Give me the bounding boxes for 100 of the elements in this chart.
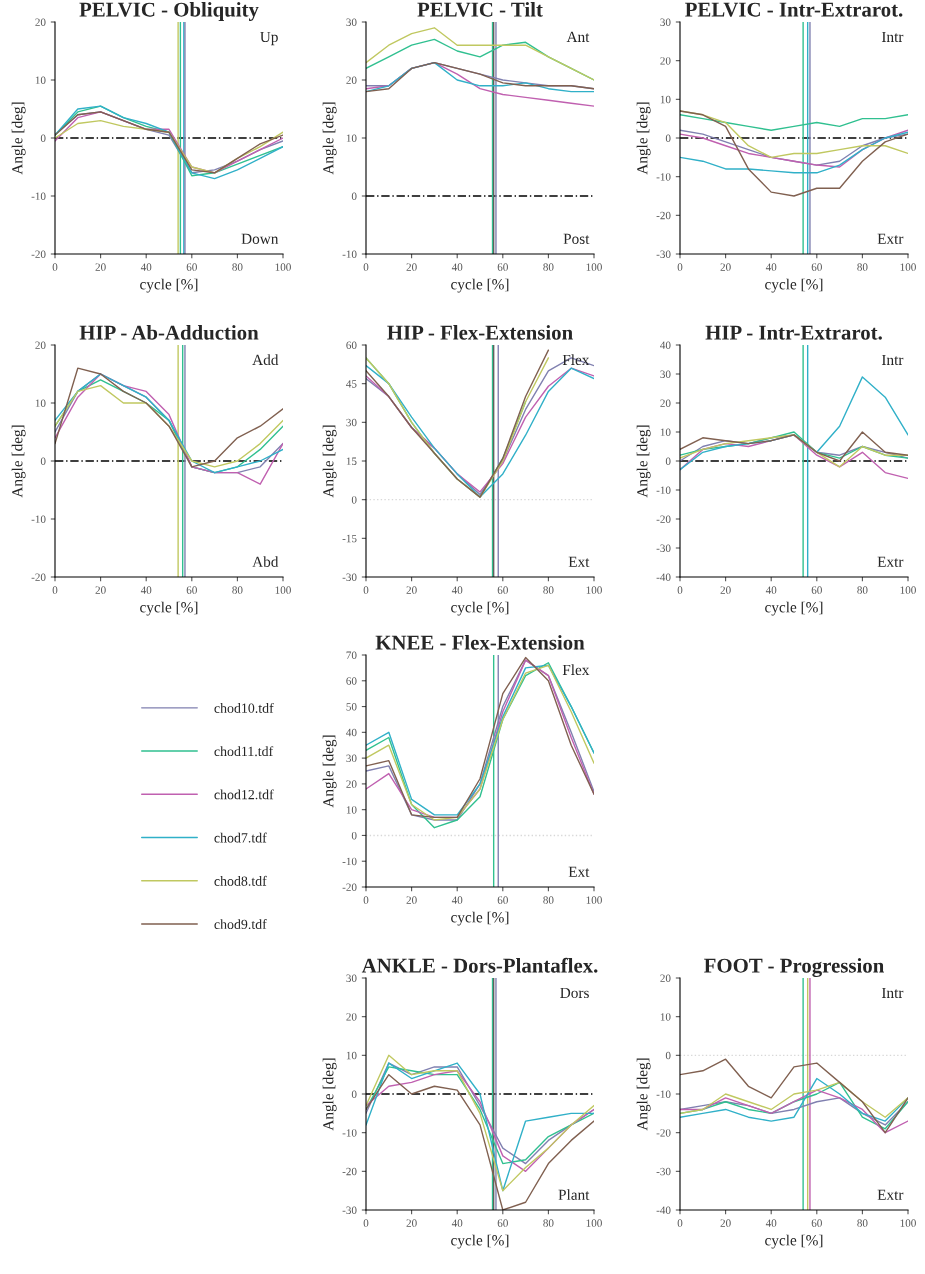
x-tick-label: 60	[497, 586, 508, 594]
y-tick-label: 10	[660, 428, 671, 436]
y-axis-title: Angle [deg]	[322, 425, 337, 498]
y-tick-label: -10	[31, 192, 46, 200]
x-tick-label: 20	[720, 263, 731, 271]
y-axis-title: Angle [deg]	[636, 102, 651, 175]
x-axis-title: cycle [%]	[451, 601, 509, 616]
y-tick-label: -20	[656, 515, 671, 523]
x-tick-label: 100	[900, 1219, 916, 1227]
annotation: Intr	[881, 31, 904, 43]
chart-title: KNEE - Flex-Extension	[375, 634, 585, 650]
x-tick-label: 60	[186, 263, 197, 271]
y-tick-label: 30	[346, 754, 357, 763]
y-tick-label: -40	[656, 1206, 671, 1214]
legend-label: chod8.tdf	[214, 875, 267, 886]
y-tick-label: 0	[40, 134, 46, 142]
y-tick-label: -20	[31, 573, 46, 581]
x-tick-label: 80	[232, 586, 243, 594]
y-tick-label: -30	[342, 1206, 357, 1214]
x-tick-label: 100	[900, 263, 916, 271]
annotation: Plant	[558, 1189, 590, 1200]
x-tick-label: 40	[140, 263, 152, 271]
y-tick-label: 10	[346, 806, 357, 814]
chart-title: HIP - Flex-Extension	[387, 324, 573, 340]
y-tick-label: 60	[346, 677, 357, 685]
legend-label: chod10.tdf	[214, 702, 274, 713]
annotation: Post	[563, 233, 590, 244]
x-axis-title: cycle [%]	[765, 278, 823, 293]
x-tick-label: 60	[497, 896, 508, 904]
y-tick-label: 20	[660, 399, 671, 407]
x-tick-label: 60	[811, 1219, 822, 1227]
y-tick-label: 45	[346, 380, 357, 388]
x-tick-label: 60	[186, 586, 197, 594]
y-tick-label: 0	[665, 1051, 671, 1060]
x-tick-label: 0	[677, 1219, 683, 1227]
y-tick-label: 30	[660, 18, 671, 26]
x-tick-label: 80	[232, 263, 243, 271]
chart-title: HIP - Ab-Adduction	[79, 324, 259, 340]
chart-title: HIP - Intr-Extrarot.	[705, 325, 882, 340]
y-tick-label: 10	[35, 76, 46, 84]
x-tick-label: 0	[363, 263, 369, 271]
y-tick-label: 0	[351, 496, 357, 504]
x-tick-label: 0	[677, 586, 683, 594]
x-tick-label: 20	[95, 586, 106, 594]
y-tick-label: -20	[656, 211, 671, 220]
y-tick-label: 30	[346, 18, 357, 26]
y-axis-title: Angle [deg]	[11, 102, 26, 175]
chart-title: FOOT - Progression	[704, 957, 884, 978]
legend-label: chod9.tdf	[214, 919, 267, 930]
annotation: Up	[260, 31, 278, 46]
y-tick-label: -30	[656, 250, 671, 258]
y-tick-label: 0	[665, 457, 671, 465]
y-tick-label: 60	[346, 341, 357, 349]
annotation: Flex	[562, 354, 590, 366]
x-tick-label: 0	[363, 896, 369, 904]
y-axis-title: Angle [deg]	[322, 1058, 337, 1131]
annotation: Dors	[560, 987, 589, 999]
y-tick-label: 30	[346, 974, 357, 982]
y-tick-label: -10	[342, 857, 357, 866]
y-tick-label: 20	[660, 57, 671, 65]
y-tick-label: 10	[346, 134, 357, 142]
x-tick-label: 100	[275, 263, 291, 271]
x-tick-label: 60	[497, 1219, 508, 1227]
y-tick-label: -10	[31, 515, 46, 523]
chart-title: PELVIC - Intr-Extrarot.	[685, 2, 903, 17]
legend-label: chod7.tdf	[214, 832, 267, 843]
y-tick-label: 30	[346, 418, 357, 427]
annotation: Extr	[877, 233, 904, 244]
y-tick-label: 0	[665, 134, 671, 142]
x-tick-label: 40	[451, 263, 463, 271]
y-tick-label: -20	[342, 883, 357, 891]
y-tick-label: 0	[351, 192, 357, 200]
annotation: Intr	[881, 987, 904, 999]
y-axis-title: Angle [deg]	[636, 425, 651, 498]
annotation: Extr	[877, 556, 904, 567]
x-tick-label: 100	[586, 1219, 602, 1227]
x-tick-label: 20	[95, 263, 106, 271]
x-tick-label: 20	[406, 263, 417, 271]
x-tick-label: 80	[543, 1219, 554, 1227]
y-tick-label: 50	[346, 703, 357, 711]
y-tick-label: 10	[35, 399, 46, 407]
x-tick-label: 80	[543, 586, 554, 594]
x-tick-label: 0	[52, 263, 58, 271]
y-tick-label: 70	[346, 651, 357, 659]
x-tick-label: 40	[451, 586, 463, 594]
y-tick-label: 40	[346, 728, 357, 737]
x-tick-label: 80	[857, 263, 868, 271]
annotation: Intr	[881, 354, 904, 366]
x-tick-label: 40	[765, 586, 777, 594]
y-tick-label: 20	[346, 1013, 357, 1021]
y-tick-label: 10	[660, 1013, 671, 1021]
x-tick-label: 0	[677, 263, 683, 271]
x-tick-label: 100	[586, 586, 602, 594]
x-tick-label: 40	[451, 1219, 463, 1227]
y-tick-label: 30	[660, 370, 671, 378]
legend-label: chod11.tdf	[214, 746, 274, 757]
y-tick-label: -20	[342, 1167, 357, 1176]
x-axis-title: cycle [%]	[451, 1234, 509, 1249]
chart-title: ANKLE - Dors-Plantaflex.	[361, 957, 598, 973]
x-tick-label: 100	[900, 586, 916, 594]
